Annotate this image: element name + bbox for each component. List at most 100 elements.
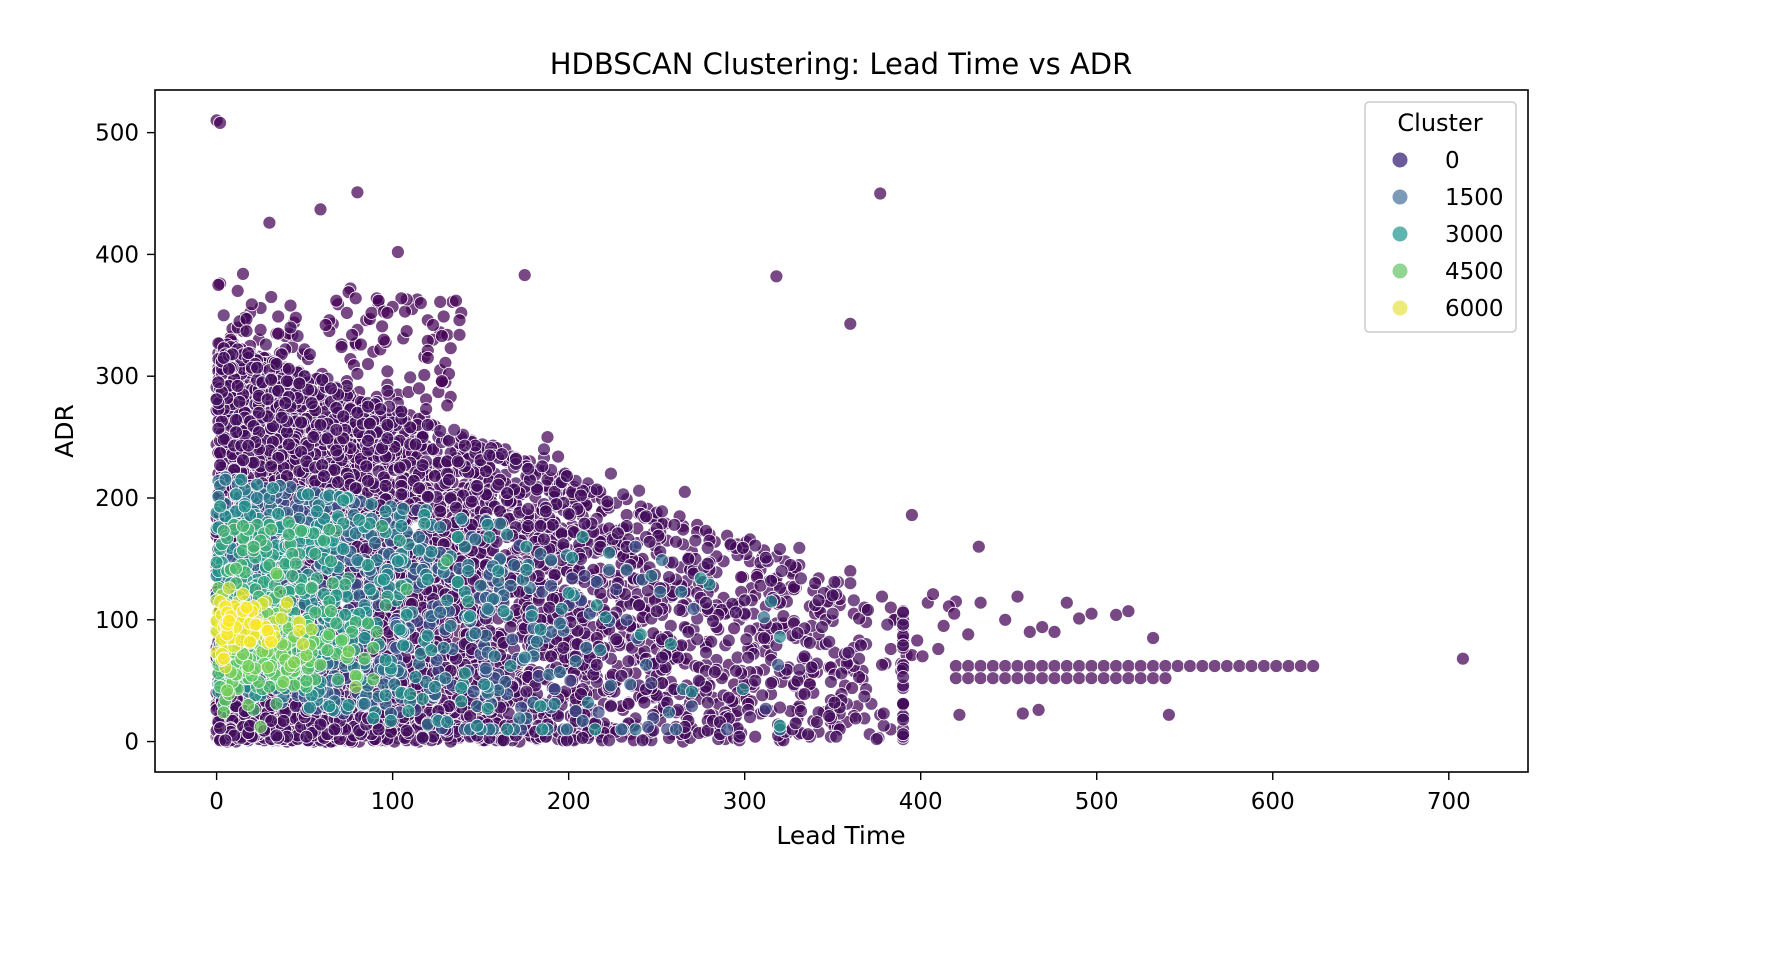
data-point <box>621 696 636 711</box>
data-point <box>971 539 986 554</box>
data-point <box>727 621 741 636</box>
data-point <box>353 337 368 352</box>
data-point <box>329 293 344 308</box>
data-point <box>757 631 771 645</box>
data-point <box>1109 659 1123 673</box>
data-point <box>792 541 807 555</box>
data-point <box>1195 659 1210 673</box>
data-point <box>915 649 930 664</box>
data-point <box>677 484 692 499</box>
data-point <box>797 687 812 701</box>
data-point <box>1059 595 1074 610</box>
data-point <box>1133 659 1148 673</box>
data-point <box>434 329 449 343</box>
data-point <box>1072 671 1086 686</box>
data-point <box>361 357 375 371</box>
data-point <box>875 589 889 604</box>
data-point <box>961 659 976 673</box>
data-point <box>880 617 895 632</box>
data-point <box>905 508 919 522</box>
data-point <box>843 576 858 591</box>
data-point <box>669 534 683 549</box>
data-point <box>825 606 840 621</box>
data-point <box>707 665 722 679</box>
data-point <box>604 466 618 481</box>
data-point <box>748 538 763 553</box>
data-point <box>1047 659 1062 673</box>
data-point <box>973 595 988 610</box>
data-point <box>345 327 360 342</box>
data-point <box>1244 659 1259 673</box>
data-point <box>1121 671 1136 686</box>
data-point <box>540 430 555 445</box>
data-point <box>1096 671 1111 686</box>
data-point <box>700 541 715 555</box>
data-point <box>604 699 618 714</box>
data-point <box>403 370 418 385</box>
data-point <box>1456 651 1470 666</box>
data-point <box>621 654 636 669</box>
data-point <box>1281 659 1296 673</box>
data-point <box>262 215 277 230</box>
data-point <box>440 398 455 413</box>
data-point <box>392 460 407 475</box>
data-point <box>244 297 259 312</box>
data-point <box>843 316 858 331</box>
data-point <box>364 305 379 320</box>
data-point <box>1047 625 1062 639</box>
data-point <box>1096 659 1111 673</box>
data-point <box>1294 659 1308 673</box>
data-point <box>910 633 925 648</box>
data-point <box>1109 671 1123 686</box>
data-point <box>452 327 467 342</box>
data-point <box>986 659 1000 673</box>
data-point <box>1031 703 1046 717</box>
data-point <box>1170 659 1185 673</box>
data-point <box>1084 671 1099 686</box>
data-point <box>426 318 441 332</box>
data-point <box>1035 659 1050 673</box>
data-point <box>449 293 463 308</box>
data-point <box>313 202 328 217</box>
data-point <box>926 587 940 602</box>
data-point <box>1022 659 1037 673</box>
data-point <box>283 298 298 313</box>
data-point <box>883 642 898 656</box>
data-point <box>769 269 784 284</box>
data-point <box>667 517 682 532</box>
data-point <box>390 245 405 259</box>
data-point <box>998 612 1013 627</box>
data-point <box>931 642 946 656</box>
data-point <box>734 570 749 584</box>
data-point <box>973 659 988 673</box>
data-point <box>729 664 743 678</box>
data-point <box>1059 659 1074 673</box>
data-point <box>843 564 858 578</box>
data-point <box>413 296 428 311</box>
data-point <box>1158 671 1173 686</box>
data-points <box>209 113 1470 749</box>
data-point <box>1109 608 1123 622</box>
data-point <box>1146 659 1160 673</box>
data-point <box>998 671 1013 686</box>
data-point <box>949 659 963 673</box>
data-point <box>375 319 390 334</box>
data-point <box>1146 671 1160 686</box>
data-point <box>350 366 365 381</box>
data-point <box>883 600 898 615</box>
data-point <box>271 309 286 324</box>
data-point <box>334 340 349 354</box>
data-point <box>1158 659 1173 673</box>
data-point <box>1183 659 1197 673</box>
data-point <box>973 671 988 686</box>
data-point <box>670 650 685 665</box>
data-point <box>876 706 891 721</box>
data-point <box>822 709 837 723</box>
data-point <box>1022 625 1037 639</box>
data-point <box>433 294 448 309</box>
data-point <box>412 381 426 396</box>
data-point <box>755 688 770 703</box>
data-point <box>1232 659 1247 673</box>
data-point <box>420 350 435 365</box>
data-point <box>1072 659 1086 673</box>
